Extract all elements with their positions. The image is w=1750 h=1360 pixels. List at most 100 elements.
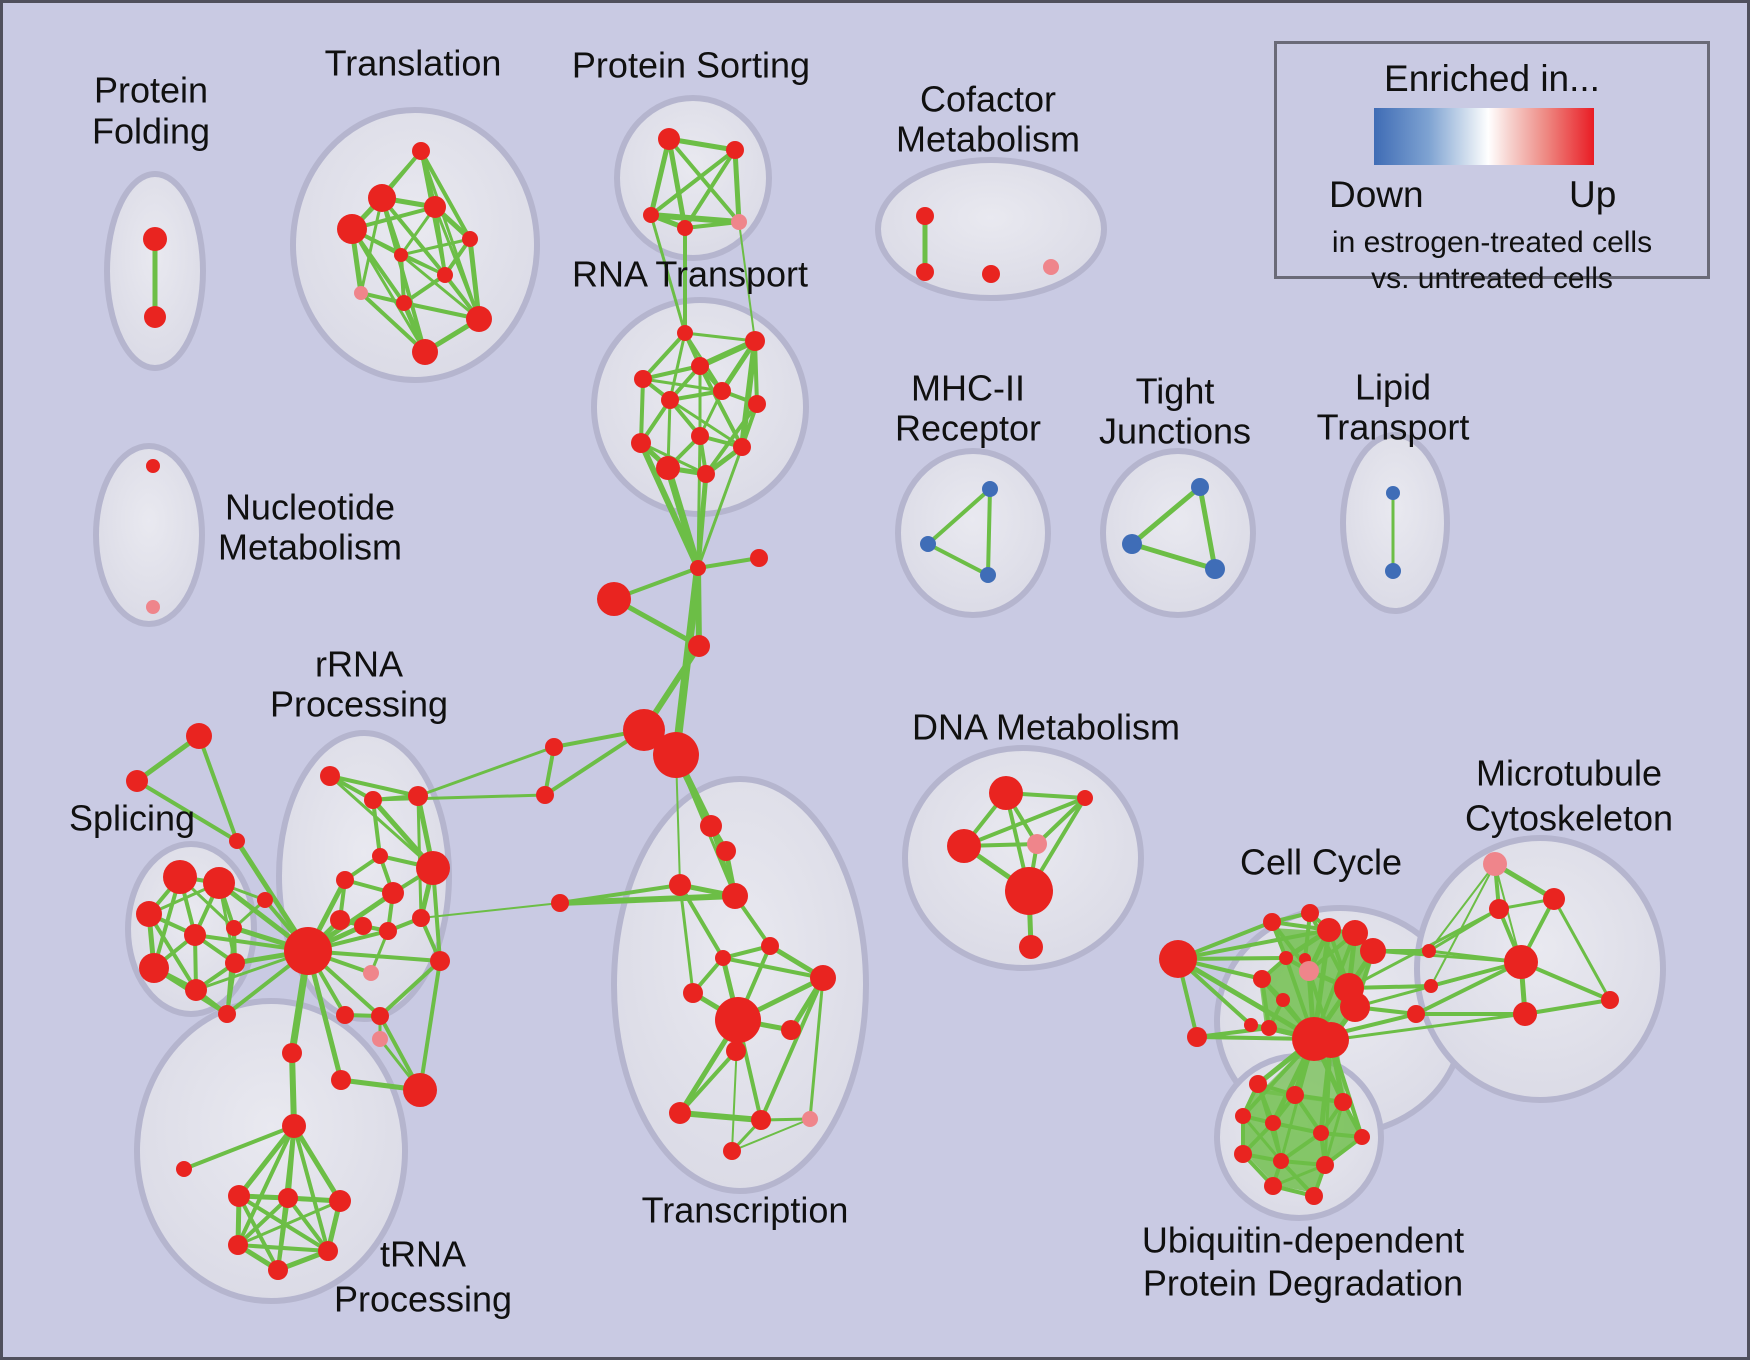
gene-set-node-rrna-processing [412,909,430,927]
gene-set-node-dna-metabolism [1019,935,1043,959]
gene-set-node-dna-metabolism [1005,867,1053,915]
cluster-label-microtubule-cytoskeleton: Cytoskeleton [1465,798,1673,839]
edge [1323,1038,1333,1167]
gene-set-node-cell-cycle [1244,1018,1258,1032]
cluster-label-rrna-processing: Processing [270,684,448,725]
gene-set-node-mhc-ii-receptor [920,536,936,552]
legend-gradient-bar [1374,108,1594,165]
cluster-label-lipid-transport: Lipid [1355,367,1431,408]
edge [677,1110,764,1123]
gene-set-node-rrna-processing [430,951,450,971]
cluster-label-nucleotide-metabolism: Metabolism [218,527,402,568]
gene-set-node-rna-transport [733,438,751,456]
edge [1129,484,1203,547]
gene-set-node-splicing [225,953,245,973]
edge [359,196,384,295]
cluster-label-translation: Translation [325,43,502,84]
gene-set-node-ubiquitin-degradation [1273,1153,1289,1169]
gene-set-node-cell-cycle [1299,961,1319,981]
edge [291,1123,343,1204]
gene-set-node-transcription [722,883,748,909]
gene-set-node-trna-processing [318,1241,338,1261]
edge [986,487,992,577]
edge [678,1049,738,1115]
gene-set-node-cell-cycle [1407,1005,1425,1023]
cluster-label-dna-metabolism: DNA Metabolism [912,707,1180,748]
edge [1197,484,1218,572]
gene-set-node-translation [424,196,446,218]
gene-set-node-ubiquitin-degradation [1334,1093,1352,1111]
edge [371,798,382,858]
gene-set-node-protein-sorting [726,141,744,159]
gene-set-node-transcription [715,997,761,1043]
gene-set-node-rrna-processing [372,1031,388,1047]
gene-set-node-rna-transport [697,465,715,483]
gene-set-node-dna-metabolism [989,776,1023,810]
edge [236,1123,297,1199]
edge [135,779,239,843]
gene-set-node-ubiquitin-degradation [1249,1075,1267,1093]
gene-set-node-transcription [802,1111,818,1127]
cluster-label-protein-sorting: Protein Sorting [572,45,810,86]
edge [350,227,427,354]
edge [420,902,561,919]
gene-set-node-cell-cycle [1187,1027,1207,1047]
gene-set-node-microtubule-cytoskeleton [1483,852,1507,876]
gene-set-node-cell-cycle [1279,951,1293,965]
gene-set-node-backbone [403,1073,437,1107]
edge [666,136,738,153]
gene-set-node-transcription [700,815,722,837]
edge [697,338,758,369]
edge [664,464,702,572]
edge [557,893,738,906]
edge [289,1050,297,1129]
cluster-label-ubiquitin-degradation: Ubiquitin-dependent [1142,1220,1464,1261]
gene-set-node-backbone [750,549,768,567]
edge [1329,1012,1527,1042]
gene-set-node-transcription [669,1102,691,1124]
gene-set-node-ubiquitin-degradation [1235,1108,1251,1124]
edge [1552,897,1612,1002]
gene-set-node-translation [337,214,367,244]
legend-up-label: Up [1569,174,1617,215]
gene-set-node-rrna-processing [372,848,388,864]
cluster-label-rna-transport: RNA Transport [572,254,808,295]
gene-set-node-splicing [185,979,207,1001]
gene-set-node-backbone [690,560,706,576]
edge [683,148,737,230]
gene-set-node-rrna-processing [379,922,397,940]
gene-set-node-rna-transport [661,391,679,409]
edge [418,959,442,1092]
edge [1176,928,1331,961]
edge [399,253,481,321]
gene-set-node-rna-transport [748,395,766,413]
gene-set-node-backbone [688,635,710,657]
gene-set-node-backbone [597,582,631,616]
gene-set-node-translation [368,184,396,212]
edge [649,213,687,335]
gene-set-node-rrna-processing [408,786,428,806]
edge [678,883,695,995]
gene-set-node-trna-processing [268,1260,288,1280]
edge [698,364,744,449]
gene-set-node-transcription [715,950,731,966]
edge [237,1194,330,1253]
gene-set-node-dna-metabolism [947,829,981,863]
edge [683,331,757,343]
gene-set-node-backbone [186,723,212,749]
edge [433,205,481,321]
edge [808,976,825,1121]
gene-set-node-ubiquitin-degradation [1354,1129,1370,1145]
edge [197,734,239,843]
cluster-label-microtubule-cytoskeleton: Microtubule [1476,753,1662,794]
gene-set-node-splicing [203,867,235,899]
gene-set-node-rrna-processing [363,965,379,981]
gene-set-node-rrna-processing [416,851,450,885]
edge [641,364,702,381]
edge [237,1194,280,1272]
gene-set-node-ubiquitin-degradation [1316,1156,1334,1174]
edge [1279,1131,1323,1163]
gene-set-node-rna-transport [677,325,693,341]
gene-set-node-cell-cycle [1360,938,1386,964]
gene-set-node-cell-cycle [1313,1022,1349,1058]
